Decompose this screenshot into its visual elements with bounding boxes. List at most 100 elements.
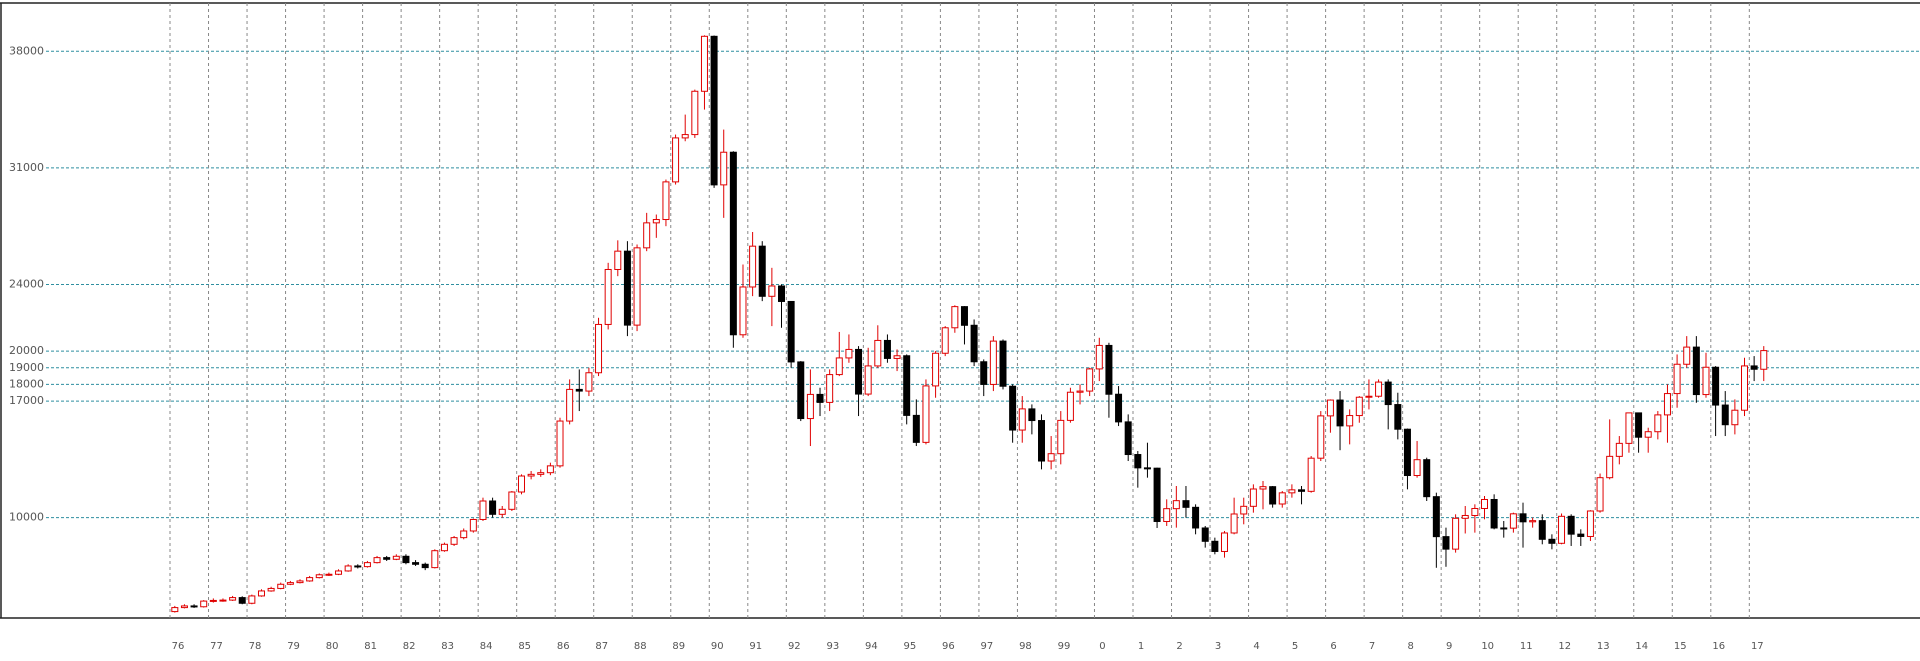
candle-body [1211, 540, 1219, 552]
x-tick-label: 91 [749, 641, 762, 652]
candle-body [1461, 514, 1469, 519]
candle-body [469, 518, 477, 532]
x-tick-label: 0 [1099, 641, 1105, 652]
candle-body [1654, 414, 1662, 433]
x-tick-label: 84 [480, 641, 493, 652]
y-tick-label: 18000 [9, 377, 44, 390]
candle-body [1047, 453, 1055, 462]
x-tick-label: 10 [1481, 641, 1494, 652]
candle-body [325, 573, 333, 576]
candle-body [1548, 538, 1556, 544]
candle-body [1500, 527, 1508, 530]
x-tick-label: 15 [1674, 641, 1687, 652]
x-tick-label: 17 [1751, 641, 1764, 652]
candle-body [460, 530, 468, 539]
candle-body [1384, 381, 1392, 406]
candle-body [1105, 344, 1113, 395]
candle-body [1615, 442, 1623, 457]
candle-body [614, 250, 622, 270]
candle-body [845, 348, 853, 359]
x-tick-label: 83 [441, 641, 454, 652]
candle-body [1066, 391, 1074, 421]
candle-body [498, 508, 506, 515]
candle-body [883, 339, 891, 359]
candle-body [1278, 492, 1286, 505]
x-tick-label: 93 [826, 641, 839, 652]
x-tick-label: 8 [1407, 641, 1413, 652]
candle-body [1423, 459, 1431, 498]
candle-body [508, 491, 516, 510]
candle-body [951, 306, 959, 329]
candle-body [710, 35, 718, 186]
candle-body [1558, 515, 1566, 544]
x-tick-label: 92 [788, 641, 801, 652]
candle-body [768, 285, 776, 297]
candle-body [527, 473, 535, 477]
candle-body [662, 181, 670, 221]
candle-body [720, 151, 728, 186]
candle-body [1432, 496, 1440, 538]
x-tick-label: 99 [1058, 641, 1071, 652]
candle-body [238, 597, 246, 604]
x-tick-label: 81 [364, 641, 377, 652]
candle-body [556, 420, 564, 467]
candle-body [1712, 366, 1720, 406]
candle-body [200, 600, 208, 608]
x-tick-label: 11 [1520, 641, 1533, 652]
candle-body [989, 340, 997, 385]
candle-body [816, 393, 824, 403]
candle-body [643, 222, 651, 249]
x-tick-label: 97 [981, 641, 994, 652]
candle-body [1086, 368, 1094, 392]
x-tick-label: 89 [672, 641, 685, 652]
candle-body [267, 587, 275, 592]
x-tick-label: 95 [904, 641, 917, 652]
candle-body [171, 607, 179, 613]
candle-body [1076, 390, 1084, 393]
candle-body [277, 583, 285, 589]
candle-body [623, 250, 631, 326]
candle-body [1259, 486, 1267, 490]
candle-body [1471, 507, 1479, 516]
x-tick-label: 96 [942, 641, 955, 652]
x-tick-label: 78 [249, 641, 262, 652]
candle-body [1635, 412, 1643, 438]
candle-body [546, 465, 554, 474]
candle-body [1731, 409, 1739, 426]
candle-body [585, 372, 593, 392]
x-tick-label: 82 [403, 641, 416, 652]
candle-body [1038, 420, 1046, 462]
candle-body [1644, 431, 1652, 438]
candle-body [1394, 404, 1402, 430]
candle-body [1480, 498, 1488, 509]
candle-body [855, 348, 863, 395]
candle-body [778, 285, 786, 302]
candle-body [826, 374, 834, 403]
candle-body [1413, 459, 1421, 477]
candle-body [190, 605, 198, 608]
candle-body [1182, 500, 1190, 508]
candle-body [835, 357, 843, 376]
candle-body [1442, 536, 1450, 550]
candle-body [922, 385, 930, 443]
y-tick-label: 19000 [9, 361, 44, 374]
candle-body [1567, 515, 1575, 535]
candle-body [1692, 346, 1700, 396]
candle-body [1115, 393, 1123, 423]
candle-body [1317, 415, 1325, 459]
candle-body [1249, 488, 1257, 507]
x-tick-label: 77 [210, 641, 223, 652]
candle-body [1326, 399, 1334, 417]
candle-body [739, 286, 747, 336]
candle-body [209, 599, 217, 602]
candle-body [1057, 419, 1065, 455]
candle-body [296, 580, 304, 584]
candle-body [1683, 346, 1691, 365]
x-tick-label: 80 [326, 641, 339, 652]
candle-body [941, 327, 949, 354]
x-tick-label: 88 [634, 641, 647, 652]
candle-body [681, 134, 689, 139]
candle-body [729, 151, 737, 336]
candle-body [604, 268, 612, 325]
candle-body [1230, 513, 1238, 534]
